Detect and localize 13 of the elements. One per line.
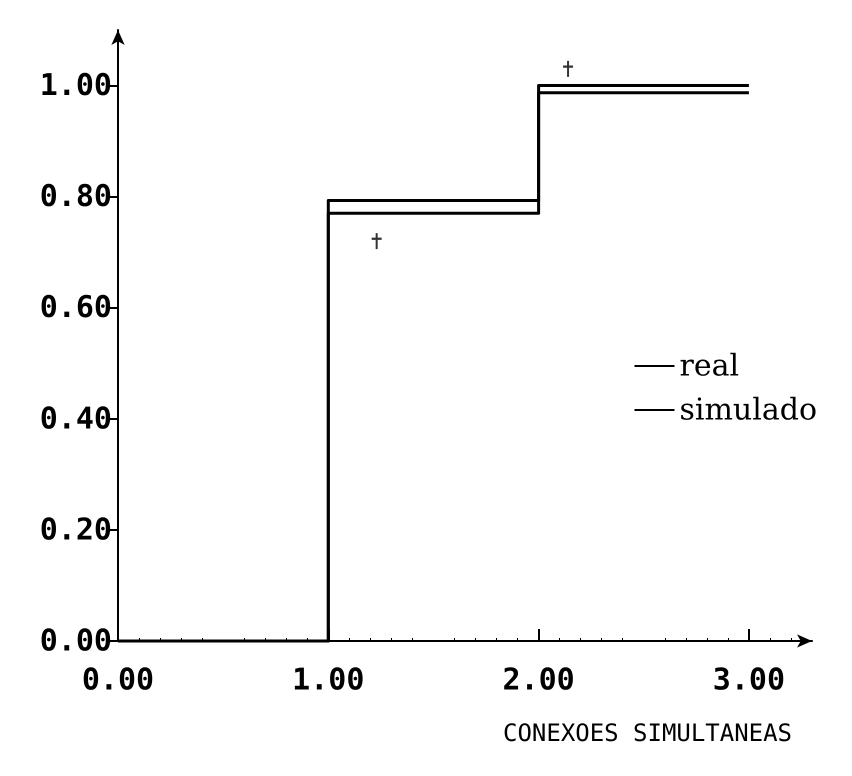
legend-label: real [679, 348, 740, 384]
y-tick-label: 0.00 [40, 624, 112, 658]
y-tick-label: 1.00 [40, 68, 112, 104]
y-tick-label: 0.80 [40, 179, 112, 214]
x-tick-label: 1.00 [292, 662, 364, 698]
x-tick-label: 2.00 [502, 662, 575, 698]
x-tick-label: 0.00 [82, 662, 154, 698]
y-tick-label: 0.60 [40, 290, 112, 326]
y-tick-label: 0.40 [40, 401, 112, 436]
x-axis-title: CONEXOES SIMULTANEAS [503, 719, 792, 747]
y-tick-label: 0.20 [40, 512, 112, 548]
legend-label: simulado [679, 392, 818, 428]
x-tick-label: 3.00 [712, 662, 786, 698]
